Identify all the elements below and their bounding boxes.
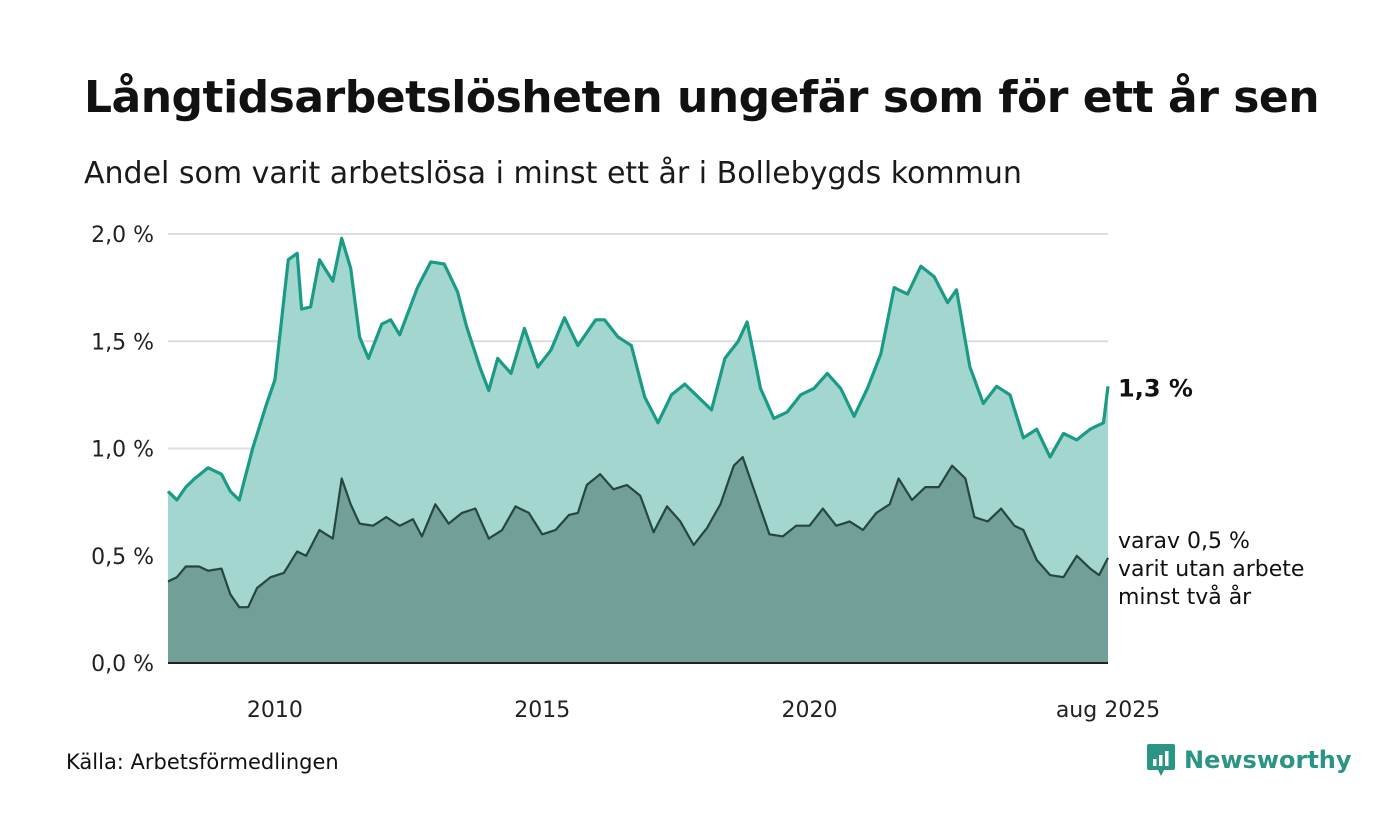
brand-name: Newsworthy bbox=[1184, 746, 1352, 774]
x-tick-label: 2015 bbox=[514, 698, 570, 723]
y-tick-label: 1,0 % bbox=[91, 438, 154, 463]
y-tick-label: 1,5 % bbox=[91, 330, 154, 355]
two-year-label-line: minst två år bbox=[1118, 584, 1252, 610]
series-line-minst_ett_ar bbox=[166, 236, 1110, 502]
x-tick-label: aug 2025 bbox=[1056, 698, 1160, 723]
x-tick-label: 2010 bbox=[247, 698, 303, 723]
two-year-label-line: varav 0,5 % bbox=[1118, 529, 1250, 554]
chart-subtitle: Andel som varit arbetslösa i minst ett å… bbox=[84, 156, 1022, 191]
y-tick-label: 0,5 % bbox=[91, 545, 154, 570]
y-tick-label: 2,0 % bbox=[91, 223, 154, 248]
two-year-label-line: varit utan arbete bbox=[1118, 557, 1304, 582]
latest-value-label: 1,3 % bbox=[1118, 374, 1193, 402]
x-tick-label: 2020 bbox=[782, 698, 838, 723]
brand-logo[interactable]: Newsworthy bbox=[1146, 742, 1352, 778]
newsworthy-logo-icon bbox=[1147, 744, 1175, 776]
chart-areas bbox=[166, 236, 1110, 664]
y-tick-label: 0,0 % bbox=[91, 652, 154, 677]
series-area-varav_minst_tva_ar bbox=[168, 457, 1108, 663]
source-note: Källa: Arbetsförmedlingen bbox=[66, 750, 339, 774]
chart-title: Långtidsarbetslösheten ungefär som för e… bbox=[84, 72, 1320, 123]
axes: 0,0 % 0,5 % 1,0 % 1,5 % 2,0 % 2010 2015 2020 aug… bbox=[91, 223, 1160, 723]
series-line-varav_minst_tva_ar bbox=[167, 456, 1109, 609]
